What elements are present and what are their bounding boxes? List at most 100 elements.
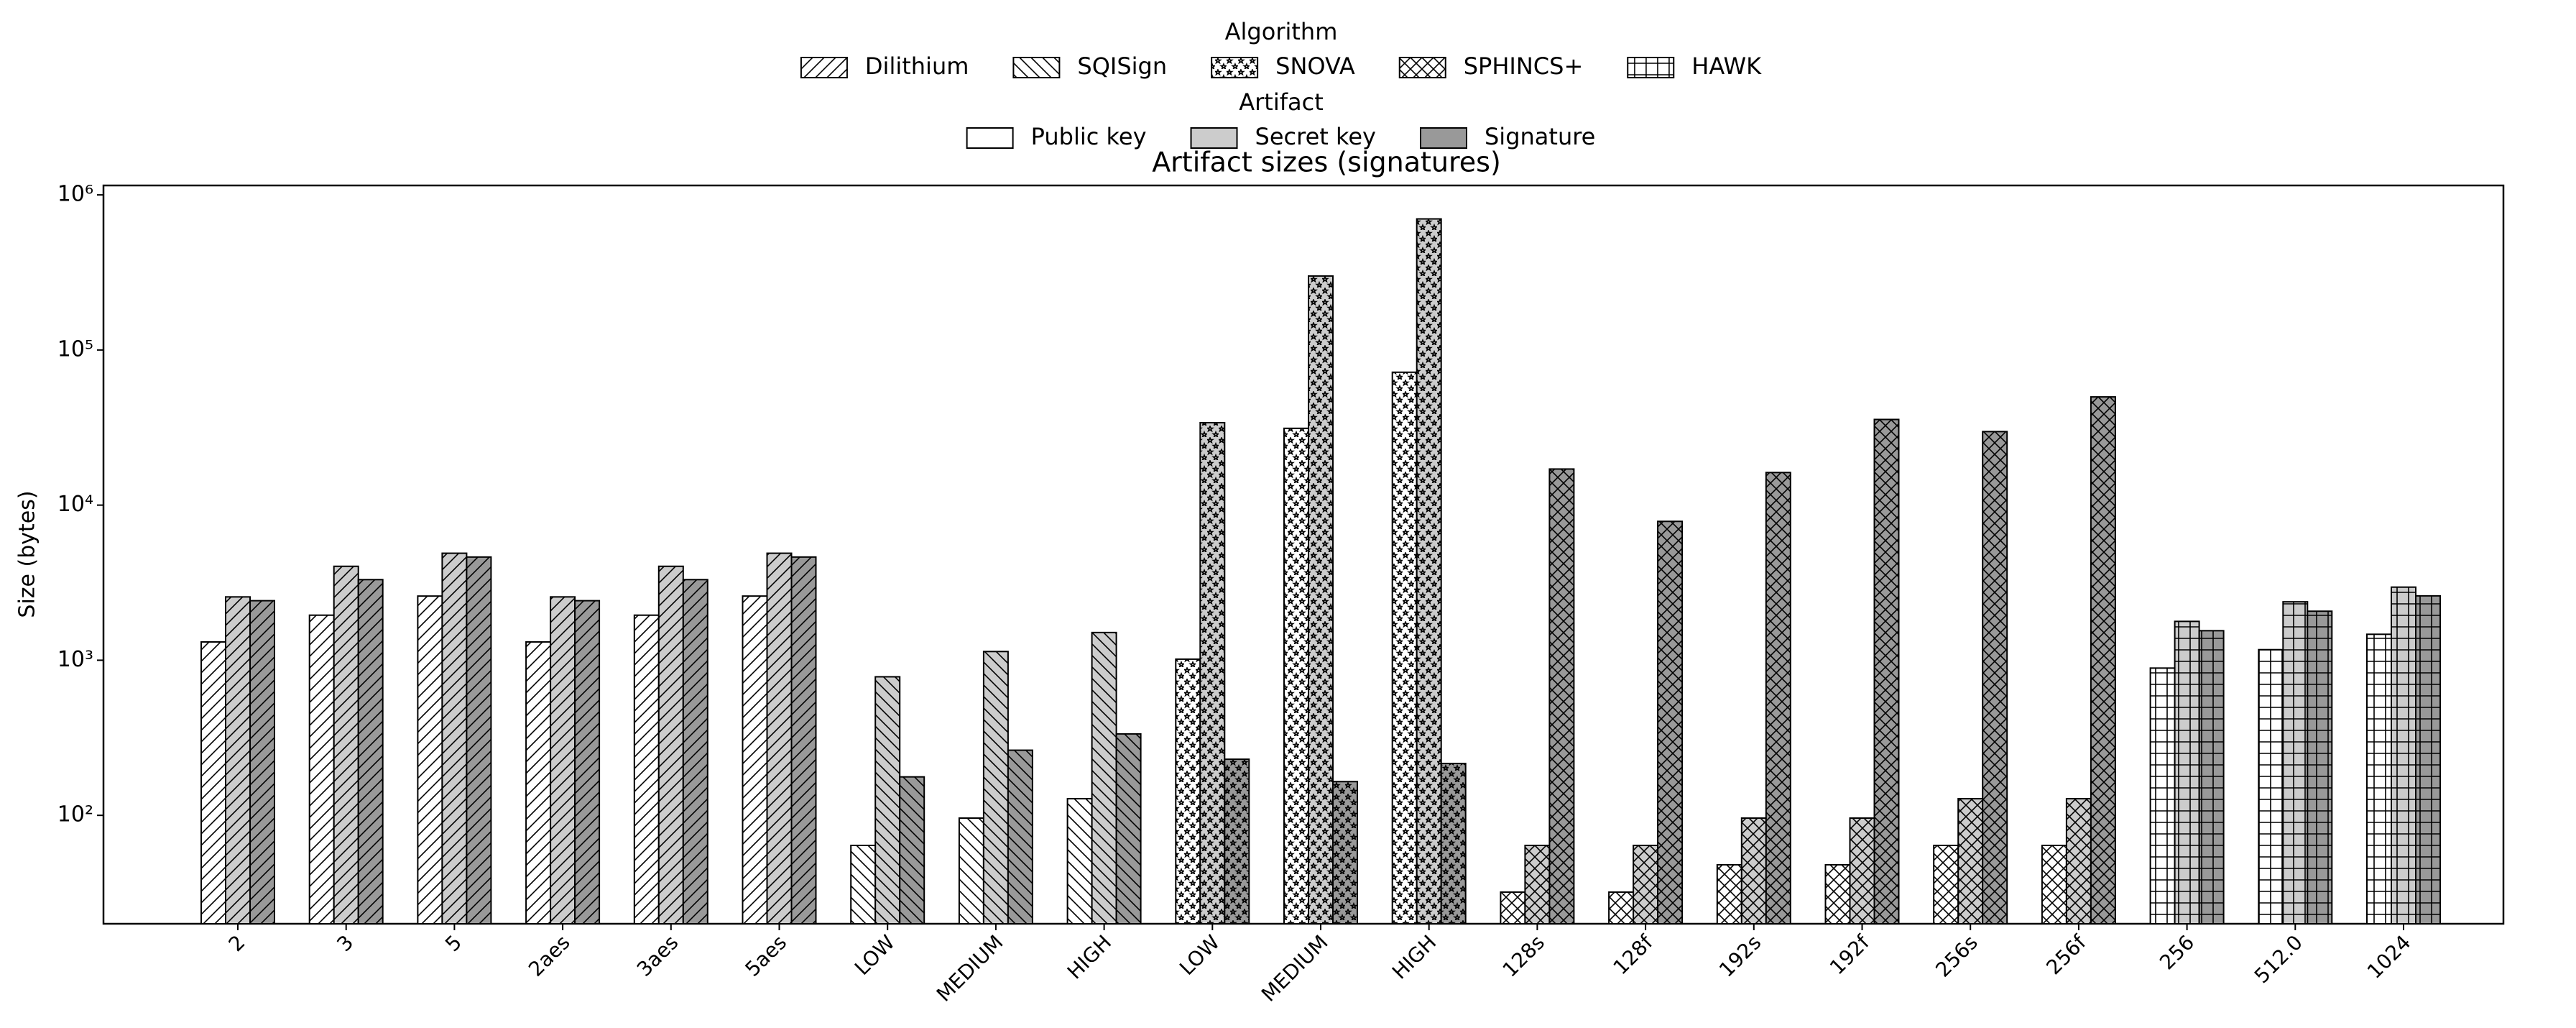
y-tick-label: 10⁴ bbox=[57, 492, 93, 517]
x-tick-label: HIGH bbox=[1388, 930, 1441, 983]
bar bbox=[1740, 817, 1767, 925]
x-tick-label: MEDIUM bbox=[932, 930, 1008, 1006]
bar bbox=[574, 600, 601, 924]
bar bbox=[2174, 620, 2200, 924]
x-tick-label: 3aes bbox=[632, 930, 683, 981]
bar bbox=[333, 565, 359, 924]
bar bbox=[1657, 520, 1684, 924]
legend-label: Secret key bbox=[1255, 123, 1376, 150]
legend: Public key Secret key Signature bbox=[966, 123, 1595, 150]
bar bbox=[1308, 275, 1334, 924]
bar bbox=[1849, 817, 1875, 925]
bar bbox=[225, 596, 251, 925]
bar bbox=[2282, 601, 2309, 925]
bar bbox=[2090, 396, 2116, 924]
bar bbox=[1873, 418, 1900, 924]
bar bbox=[899, 776, 925, 924]
bar bbox=[1283, 427, 1309, 924]
legend-label: SQISign bbox=[1077, 52, 1167, 80]
bar bbox=[982, 651, 1009, 925]
bar bbox=[441, 552, 468, 924]
bar bbox=[633, 614, 660, 924]
bar bbox=[1957, 798, 1984, 924]
legend: Dilithium SQISign SNOVA SPHINCS+ HAWK bbox=[800, 52, 1762, 80]
bar bbox=[2065, 798, 2092, 924]
bar bbox=[2149, 667, 2176, 924]
x-tick-label: HIGH bbox=[1063, 930, 1116, 983]
bar bbox=[1416, 218, 1442, 924]
bar bbox=[1091, 631, 1117, 924]
bar bbox=[357, 579, 384, 924]
bar bbox=[2366, 633, 2392, 924]
chart-title: Artifact sizes (signatures) bbox=[1152, 147, 1501, 178]
x-tick-label: LOW bbox=[850, 930, 900, 980]
bar bbox=[1524, 845, 1551, 924]
bar bbox=[249, 600, 275, 924]
y-tick-label: 10⁵ bbox=[57, 336, 93, 362]
bar bbox=[874, 676, 901, 924]
legend-label: Dilithium bbox=[865, 52, 969, 80]
bar bbox=[1765, 472, 1791, 924]
bar bbox=[1633, 845, 1659, 924]
x-tick-label: 256 bbox=[2155, 930, 2199, 974]
legend-handle bbox=[1627, 57, 1675, 78]
legend-handle bbox=[800, 57, 848, 78]
bar bbox=[417, 595, 443, 924]
bar bbox=[850, 845, 877, 924]
x-tick-label: 5 bbox=[440, 930, 466, 956]
x-tick-label: 3 bbox=[332, 930, 358, 956]
bar bbox=[2041, 845, 2067, 924]
bar bbox=[1933, 845, 1959, 924]
legend-label: SNOVA bbox=[1275, 52, 1355, 80]
bar bbox=[1332, 781, 1358, 924]
bar bbox=[525, 641, 552, 924]
bar bbox=[1175, 658, 1201, 924]
bar bbox=[308, 614, 335, 924]
legend-label: HAWK bbox=[1691, 52, 1762, 80]
y-tick-label: 10² bbox=[57, 802, 93, 827]
legend-title: Artifact bbox=[1239, 88, 1324, 116]
x-tick-label: 2 bbox=[224, 930, 250, 956]
bar bbox=[1391, 371, 1418, 924]
legend-handle bbox=[1398, 57, 1446, 78]
x-tick-label: LOW bbox=[1175, 930, 1224, 980]
bar bbox=[657, 565, 684, 924]
legend-handle bbox=[966, 127, 1014, 149]
x-tick-label: 512.0 bbox=[2250, 930, 2307, 988]
bar bbox=[1500, 891, 1526, 925]
legend-label: Signature bbox=[1485, 123, 1595, 150]
bar bbox=[790, 556, 817, 924]
bar bbox=[958, 817, 984, 925]
bar bbox=[1716, 863, 1742, 924]
bar bbox=[466, 556, 492, 924]
y-tick-label: 10³ bbox=[57, 647, 93, 672]
bar bbox=[550, 596, 576, 925]
bar bbox=[2415, 595, 2441, 924]
x-tick-label: 256s bbox=[1931, 930, 1982, 981]
bar bbox=[1440, 763, 1467, 924]
bar bbox=[2307, 610, 2333, 924]
bar bbox=[1066, 798, 1093, 924]
bar bbox=[200, 641, 226, 924]
bar bbox=[1199, 421, 1226, 924]
x-tick-label: 128f bbox=[1609, 930, 1658, 979]
bar bbox=[1982, 431, 2008, 924]
x-tick-label: 1024 bbox=[2363, 930, 2416, 983]
bar bbox=[2258, 648, 2284, 924]
bar bbox=[1548, 468, 1575, 924]
bar bbox=[1824, 863, 1851, 924]
x-tick-label: MEDIUM bbox=[1257, 930, 1333, 1006]
legend-label: SPHINCS+ bbox=[1464, 52, 1584, 80]
legend-handle bbox=[1211, 57, 1259, 78]
x-tick-label: 192f bbox=[1825, 930, 1875, 979]
x-tick-label: 128s bbox=[1498, 930, 1549, 981]
legend-label: Public key bbox=[1031, 123, 1147, 150]
x-tick-label: 2aes bbox=[524, 930, 575, 981]
bar bbox=[682, 579, 708, 924]
bar bbox=[766, 552, 793, 924]
bar bbox=[1608, 891, 1635, 925]
y-axis-label: Size (bytes) bbox=[15, 490, 40, 618]
legend-handle bbox=[1012, 57, 1061, 78]
